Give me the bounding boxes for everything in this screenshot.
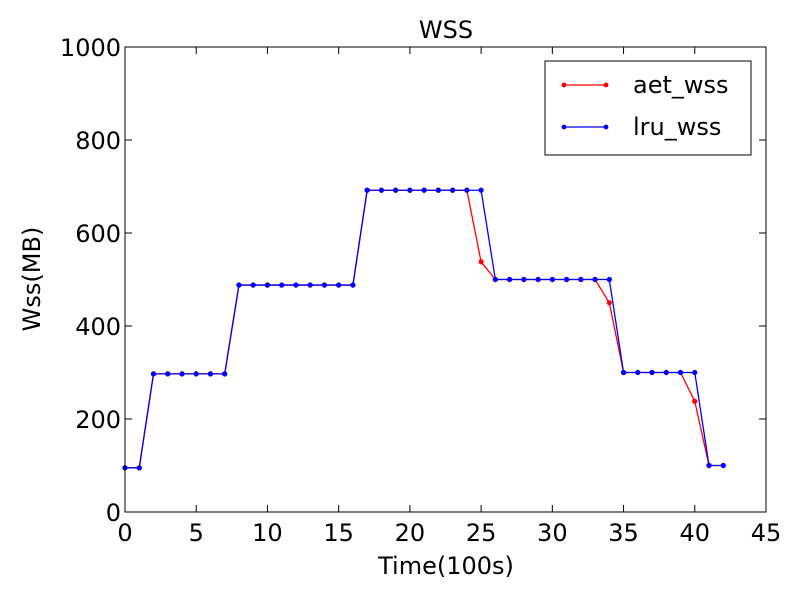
- x-tick-label: 0: [117, 519, 132, 547]
- data-point-lru-wss: [549, 276, 555, 283]
- data-point-lru-wss: [649, 369, 655, 376]
- y-tick-label: 200: [75, 406, 121, 434]
- data-point-lru-wss: [392, 187, 399, 193]
- y-tick-label: 1000: [60, 34, 121, 62]
- x-tick-label: 45: [751, 519, 782, 547]
- y-tick-label: 800: [75, 127, 121, 155]
- plot-frame: [124, 46, 767, 513]
- data-point-lru-wss: [222, 371, 228, 377]
- y-tick-label: 0: [106, 499, 121, 527]
- x-tick-label: 5: [189, 519, 204, 547]
- data-point-lru-wss: [207, 371, 214, 377]
- data-point-lru-wss: [592, 276, 598, 283]
- data-point-lru-wss: [407, 187, 413, 193]
- data-point-lru-wss: [350, 282, 356, 288]
- data-point-lru-wss: [179, 371, 185, 377]
- data-point-lru-wss: [279, 282, 285, 288]
- data-point-lru-wss: [264, 282, 271, 288]
- data-point-lru-wss: [620, 369, 627, 376]
- data-point-lru-wss: [136, 465, 142, 471]
- y-axis-title: Wss(MB): [18, 227, 46, 332]
- data-point-lru-wss: [692, 369, 698, 376]
- data-point-lru-wss: [706, 462, 712, 469]
- data-point-lru-wss: [563, 276, 570, 283]
- data-point-lru-wss: [435, 187, 442, 193]
- legend-label-lru-wss: lru_wss: [633, 113, 721, 141]
- x-axis-title: Time(100s): [377, 552, 514, 580]
- x-tick-label: 15: [323, 519, 354, 547]
- legend-box: [544, 60, 752, 156]
- legend-label-aet-wss: aet_wss: [633, 71, 729, 99]
- data-point-lru-wss: [150, 371, 157, 377]
- data-point-lru-wss: [521, 276, 527, 283]
- x-tick-label: 35: [608, 519, 639, 547]
- data-point-lru-wss: [677, 369, 684, 376]
- data-point-lru-wss: [250, 282, 256, 288]
- legend-marker-lru-wss: [561, 124, 567, 130]
- x-tick-label: 25: [466, 519, 497, 547]
- data-point-lru-wss: [193, 371, 199, 377]
- data-point-lru-wss: [720, 462, 726, 469]
- data-point-aet-wss: [606, 300, 612, 306]
- data-point-aet-wss: [692, 398, 698, 404]
- legend: aet_wss lru_wss: [544, 60, 752, 156]
- data-point-lru-wss: [464, 187, 470, 193]
- legend-marker-aet-wss: [603, 82, 609, 88]
- data-point-lru-wss: [236, 282, 242, 288]
- data-point-lru-wss: [165, 371, 171, 377]
- data-point-aet-wss: [478, 259, 484, 265]
- legend-marker-aet-wss: [561, 82, 567, 88]
- x-tick-label: 20: [395, 519, 426, 547]
- data-point-lru-wss: [421, 187, 427, 193]
- x-tick-label: 40: [680, 519, 711, 547]
- x-tick-label: 30: [537, 519, 568, 547]
- data-point-lru-wss: [307, 282, 313, 288]
- x-axis: 0 5 10 15 20 25 30 35 40 45: [117, 47, 781, 547]
- data-point-lru-wss: [449, 187, 456, 193]
- data-point-lru-wss: [492, 276, 499, 283]
- data-point-lru-wss: [663, 369, 669, 376]
- chart-title: WSS: [419, 16, 473, 44]
- y-axis: 0 200 400 600 800 1000: [60, 34, 766, 527]
- data-point-lru-wss: [293, 282, 299, 288]
- data-point-lru-wss: [578, 276, 584, 283]
- data-point-lru-wss: [606, 276, 612, 283]
- data-point-lru-wss: [336, 282, 342, 288]
- series-layer: [122, 187, 726, 471]
- data-point-lru-wss: [478, 187, 484, 193]
- data-point-lru-wss: [321, 282, 328, 288]
- y-tick-label: 600: [75, 220, 121, 248]
- legend-marker-lru-wss: [603, 124, 609, 130]
- x-tick-label: 10: [252, 519, 283, 547]
- data-point-lru-wss: [364, 187, 370, 193]
- data-point-lru-wss: [635, 369, 641, 376]
- y-tick-label: 400: [75, 313, 121, 341]
- data-point-lru-wss: [535, 276, 541, 283]
- data-point-lru-wss: [506, 276, 513, 283]
- data-point-lru-wss: [378, 187, 385, 193]
